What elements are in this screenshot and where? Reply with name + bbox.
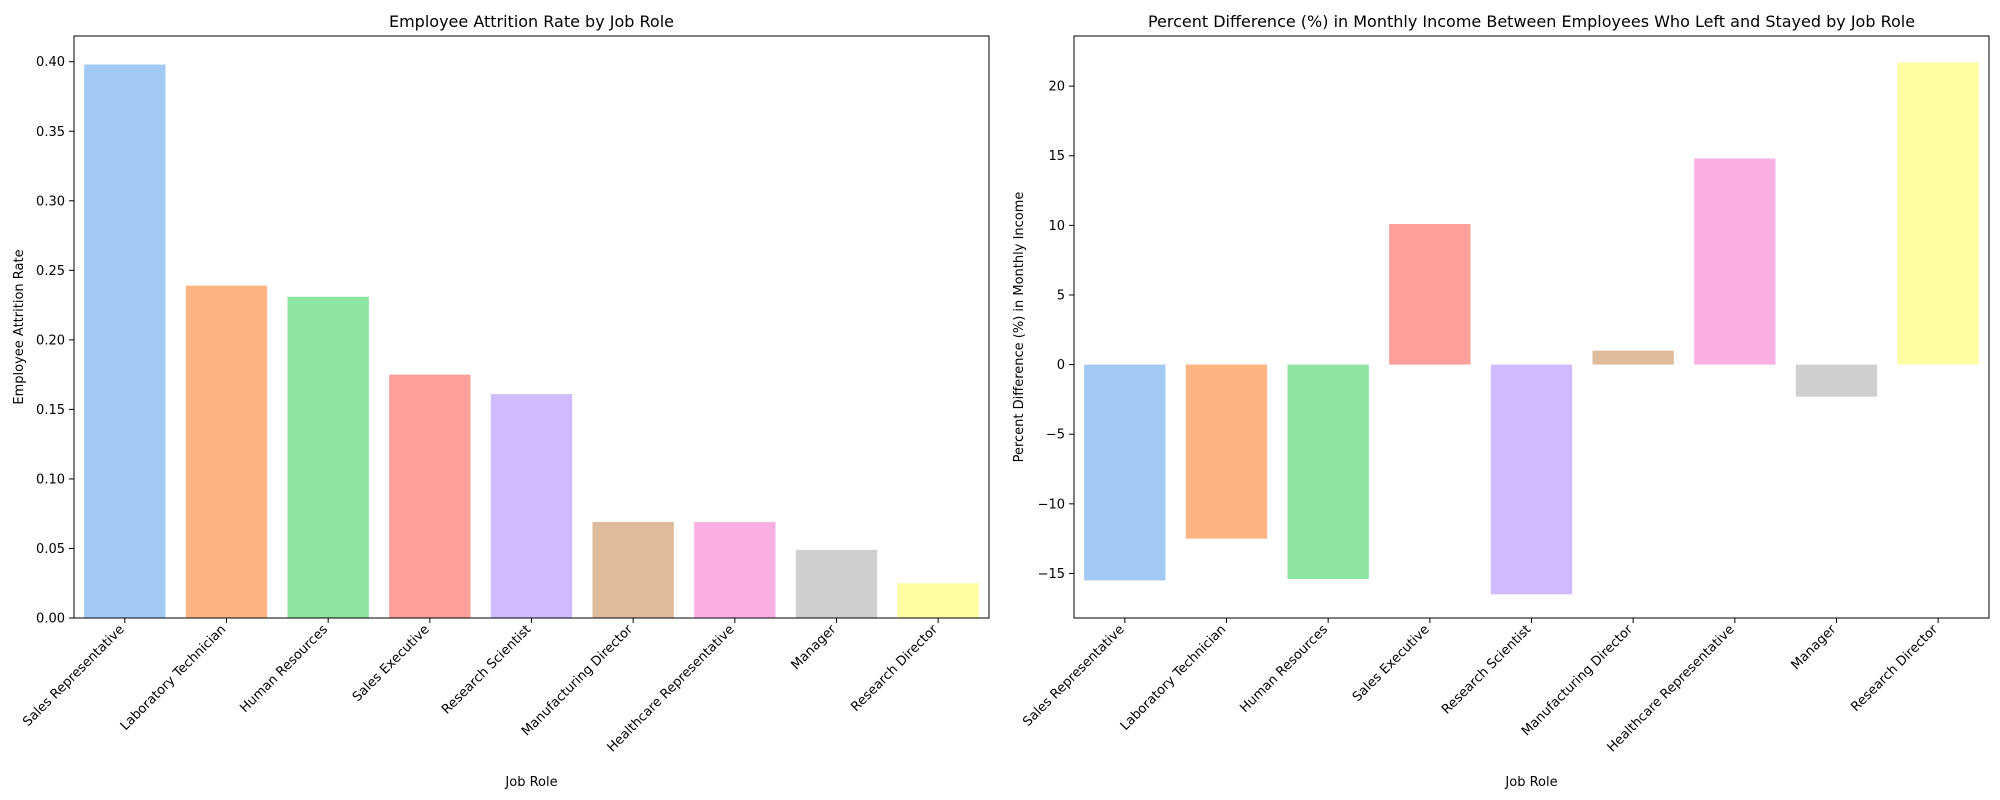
attrition-ytick-label-5: 0.25: [36, 264, 65, 279]
attrition-ytick-label-6: 0.30: [36, 194, 65, 209]
income-diff-ytick-label-2: −5: [1046, 428, 1065, 443]
attrition-rate-chart: 0.000.050.100.150.200.250.300.350.40Sale…: [12, 12, 990, 790]
attrition-bar-3: [389, 374, 471, 618]
income-diff-chart-title: Percent Difference (%) in Monthly Income…: [1148, 12, 1915, 31]
income-diff-bar-2: [1287, 364, 1369, 580]
attrition-bar-2: [287, 296, 369, 618]
attrition-ytick-label-4: 0.20: [36, 333, 65, 348]
income-diff-bar-3: [1389, 223, 1471, 365]
income-diff-x-axis-label: Job Role: [1504, 775, 1557, 790]
attrition-ytick-label-7: 0.35: [36, 125, 65, 140]
income-diff-bar-0: [1084, 364, 1166, 581]
income-diff-ytick-label-5: 10: [1048, 219, 1065, 234]
attrition-ytick-label-0: 0.00: [36, 612, 65, 627]
attrition-bar-6: [694, 522, 776, 618]
income-diff-bar-7: [1795, 364, 1878, 397]
income-diff-ytick-label-1: −10: [1038, 497, 1065, 512]
attrition-x-axis-label: Job Role: [504, 775, 557, 790]
attrition-ytick-label-8: 0.40: [36, 55, 65, 70]
income-diff-bar-4: [1490, 364, 1573, 595]
income-diff-bar-1: [1185, 364, 1268, 539]
income-diff-ytick-label-3: 0: [1057, 358, 1065, 373]
income-diff-ytick-label-7: 20: [1048, 80, 1065, 95]
attrition-bar-1: [185, 285, 268, 618]
attrition-bar-5: [592, 522, 674, 618]
income-diff-bar-8: [1897, 62, 1979, 365]
attrition-y-axis-label: Employee Attrition Rate: [12, 249, 27, 404]
attrition-bar-8: [897, 583, 979, 618]
income-diff-bar-6: [1694, 158, 1776, 365]
attrition-ytick-label-1: 0.05: [36, 542, 65, 557]
income-diff-y-axis-label: Percent Difference (%) in Monthly Income: [1012, 192, 1027, 463]
attrition-bar-7: [795, 549, 878, 618]
attrition-bar-4: [490, 394, 573, 618]
income-diff-bar-5: [1592, 350, 1674, 365]
attrition-ytick-label-2: 0.10: [36, 472, 65, 487]
attrition-chart-title: Employee Attrition Rate by Job Role: [389, 12, 674, 31]
income-diff-ytick-label-6: 15: [1048, 149, 1065, 164]
attrition-bar-0: [84, 64, 166, 618]
attrition-ytick-label-3: 0.15: [36, 403, 65, 418]
income-diff-ytick-label-4: 5: [1057, 288, 1065, 303]
income-diff-ytick-label-0: −15: [1038, 567, 1065, 582]
